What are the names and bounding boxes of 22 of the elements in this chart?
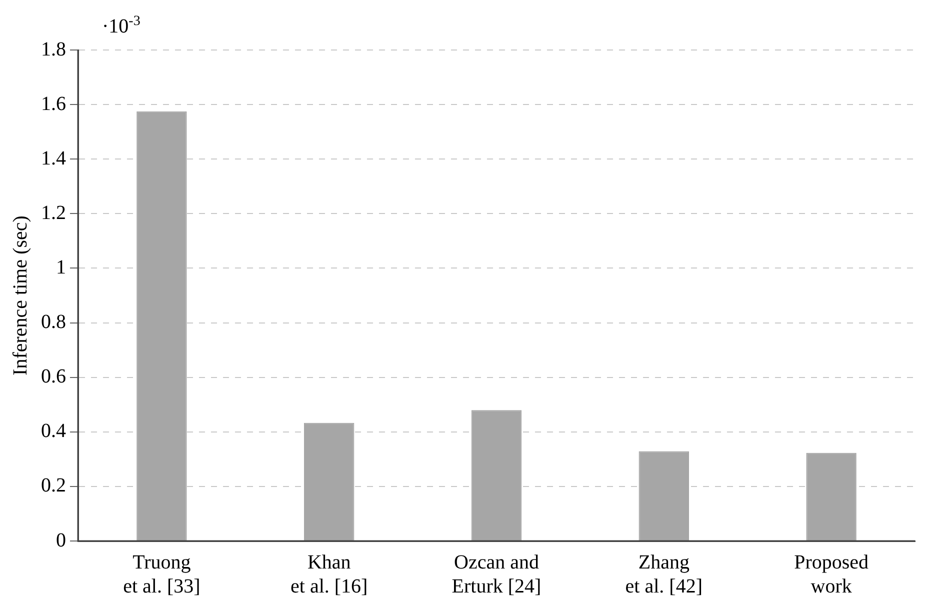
y-tick-label: 0.8 [41, 311, 66, 334]
x-tick-label: Ozcan and Erturk [24] [452, 551, 542, 598]
y-tick-label: 1.8 [41, 38, 66, 60]
x-tick-label: Proposed work [794, 551, 869, 598]
y-tick-label: 0 [56, 529, 66, 552]
y-tick-label: 0.4 [41, 420, 66, 442]
y-axis-title: Inference time (sec) [9, 216, 32, 376]
y-tick-label: 1.6 [41, 92, 66, 115]
y-tick-label: 1 [56, 256, 66, 278]
bar [806, 452, 856, 540]
y-tick-label: 1.4 [41, 147, 66, 170]
bar [471, 410, 522, 540]
x-tick-label: Khan et al. [16] [290, 551, 368, 598]
x-tick-label: Zhang et al. [42] [625, 551, 702, 598]
y-tick-label: 0.2 [41, 474, 66, 497]
bar [638, 451, 690, 540]
y-tick-label: 1.2 [41, 202, 66, 224]
y-tick-label: 0.6 [41, 366, 66, 388]
text: ·10$^{-3}$ [102, 14, 140, 39]
x-tick-label: Truong et al. [33] [123, 551, 200, 598]
bar [304, 422, 354, 540]
bar [136, 111, 187, 540]
